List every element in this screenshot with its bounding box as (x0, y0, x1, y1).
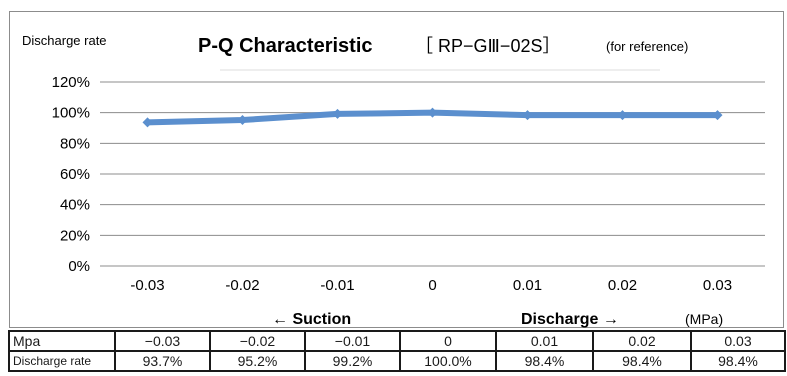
table-cell: 0.01 (495, 330, 594, 352)
table-row-header: Discharge rate (8, 350, 116, 372)
y-axis-title: Discharge rate (22, 33, 107, 48)
x-tick-labels: -0.03 -0.02 -0.01 0 0.01 0.02 0.03 (130, 277, 732, 294)
table-cell: −0.02 (209, 330, 306, 352)
table-cell: −0.01 (304, 330, 401, 352)
data-point (427, 107, 438, 118)
table-cell: 100.0% (399, 350, 497, 372)
gridlines (100, 81, 765, 267)
y-tick-labels: 0% 20% 40% 60% 80% 100% 120% (52, 74, 90, 275)
y-tick-label: 120% (52, 74, 90, 91)
data-point (332, 108, 343, 119)
chart-note: (for reference) (606, 39, 688, 54)
table-row-mpa: Mpa −0.03 −0.02 −0.01 0 0.01 0.02 0.03 (8, 330, 786, 352)
series-group (142, 107, 723, 128)
table-cell: 93.7% (114, 350, 211, 372)
table-cell: 95.2% (209, 350, 306, 372)
table-cell: 98.4% (495, 350, 594, 372)
data-point (237, 115, 248, 126)
table-cell: 98.4% (690, 350, 786, 372)
table-cell: 99.2% (304, 350, 401, 372)
x-tick-label: -0.03 (130, 277, 164, 294)
suction-direction-label: ← Suction (272, 311, 351, 328)
table-row-header: Mpa (8, 330, 116, 352)
y-tick-label: 20% (60, 227, 90, 244)
data-point (142, 117, 153, 128)
x-tick-label: -0.01 (320, 277, 354, 294)
x-tick-label: 0.03 (703, 277, 732, 294)
data-point (617, 110, 628, 121)
y-tick-label: 80% (60, 135, 90, 152)
x-tick-label: 0.01 (513, 277, 542, 294)
chart-title: P-Q Characteristic (198, 35, 373, 57)
table-cell: 0.02 (592, 330, 692, 352)
y-tick-label: 60% (60, 166, 90, 183)
data-table: Mpa −0.03 −0.02 −0.01 0 0.01 0.02 0.03 Discharge… (8, 330, 786, 372)
chart-svg: Discharge rate P-Q Characteristic ［ RP−G… (22, 33, 765, 328)
y-tick-label: 40% (60, 197, 90, 214)
discharge-direction-label: Discharge → (521, 311, 619, 328)
x-tick-label: 0 (428, 277, 436, 294)
y-tick-label: 0% (68, 258, 90, 275)
table-cell: 0 (399, 330, 497, 352)
chart-area: Discharge rate P-Q Characteristic ［ RP−G… (9, 11, 784, 328)
data-point (522, 110, 533, 121)
table-row-discharge-rate: Discharge rate 93.7% 95.2% 99.2% 100.0% 98.4%… (8, 350, 786, 372)
x-tick-label: 0.02 (608, 277, 637, 294)
y-tick-label: 100% (52, 105, 90, 122)
data-point (712, 110, 723, 121)
chart-model: ［ RP−GⅢ−02S］ (415, 36, 560, 56)
table-cell: 0.03 (690, 330, 786, 352)
x-tick-label: -0.02 (225, 277, 259, 294)
table-cell: 98.4% (592, 350, 692, 372)
x-unit-label: (MPa) (685, 311, 723, 327)
table-body: Mpa −0.03 −0.02 −0.01 0 0.01 0.02 0.03 Discharge… (8, 330, 786, 372)
table-cell: −0.03 (114, 330, 211, 352)
